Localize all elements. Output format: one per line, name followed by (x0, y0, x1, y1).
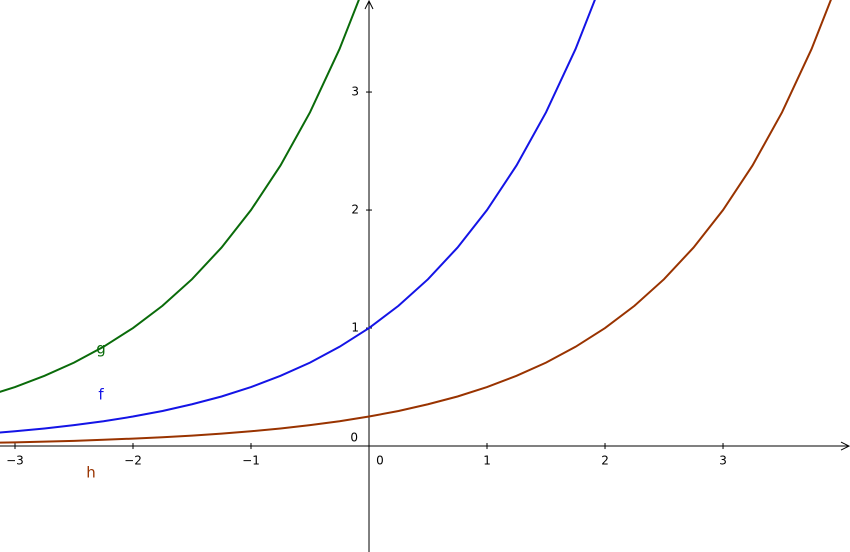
y-tick-label: 1 (351, 321, 359, 335)
x-tick-label: −3 (6, 454, 24, 468)
x-tick-label: 0 (376, 454, 384, 468)
function-label: h (86, 464, 96, 482)
function-curve (0, 0, 360, 393)
y-axis-arrow (364, 0, 374, 10)
x-tick-label: 3 (719, 454, 727, 468)
function-label: f (98, 386, 104, 404)
y-tick-label: 3 (351, 85, 359, 99)
function-curve (0, 0, 832, 444)
x-tick-label: −1 (242, 454, 260, 468)
x-tick-label: 2 (601, 454, 609, 468)
x-tick-label: −2 (124, 454, 142, 468)
x-axis-arrow (840, 441, 850, 451)
function-curve (0, 0, 596, 434)
y-tick-label: 2 (351, 203, 359, 217)
x-tick-label: 1 (483, 454, 491, 468)
function-label: g (96, 340, 106, 358)
y-tick-label: 0 (350, 431, 358, 445)
